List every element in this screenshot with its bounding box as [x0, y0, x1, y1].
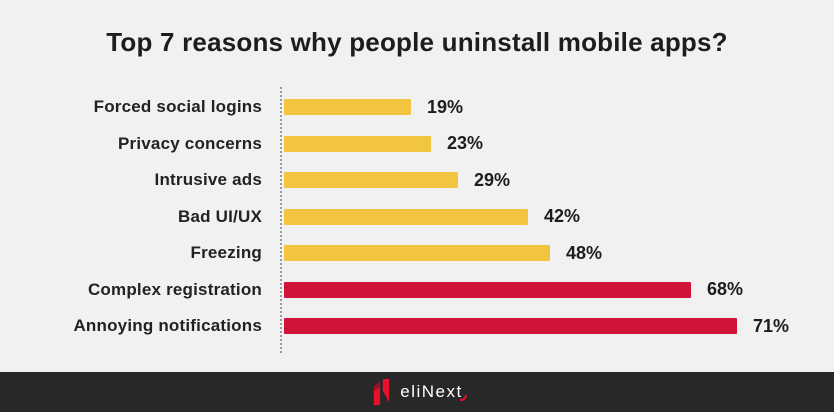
category-label: Bad UI/UX — [178, 206, 262, 226]
bar-track: 68% — [262, 279, 834, 300]
category-label: Annoying notifications — [73, 316, 262, 336]
bar-row: Privacy concerns 23% — [0, 126, 834, 163]
value-label: 19% — [427, 96, 464, 117]
elinext-logo-icon — [374, 378, 390, 405]
bar — [284, 208, 528, 225]
bar-row: Complex registration 68% — [0, 272, 834, 309]
bar-track: 19% — [262, 97, 834, 118]
bar-chart: Forced social logins 19% Privacy concern… — [0, 87, 834, 353]
value-label: 68% — [707, 279, 744, 300]
elinext-logo-text: eliNext — [400, 382, 467, 402]
footer-bar: eliNext — [0, 372, 834, 412]
bar-row: Intrusive ads 29% — [0, 162, 834, 199]
bar-row: Forced social logins 19% — [0, 89, 834, 126]
value-label: 48% — [566, 242, 603, 263]
bar-track: 71% — [262, 316, 834, 337]
chart-title: Top 7 reasons why people uninstall mobil… — [106, 27, 728, 57]
bar-row: Annoying notifications 71% — [0, 308, 834, 345]
bar — [284, 318, 737, 335]
category-label: Forced social logins — [93, 97, 262, 117]
value-label: 23% — [447, 133, 484, 154]
bar-track: 48% — [262, 243, 834, 264]
bar — [284, 281, 691, 298]
bar — [284, 245, 550, 262]
value-label: 71% — [753, 315, 790, 336]
logo-wordmark: eliNext — [400, 382, 463, 401]
bar-row: Bad UI/UX 42% — [0, 199, 834, 236]
bar — [284, 99, 411, 116]
bar-rows: Forced social logins 19% Privacy concern… — [0, 89, 834, 345]
bar-track: 23% — [262, 133, 834, 154]
category-label: Privacy concerns — [117, 133, 262, 153]
bar — [284, 172, 458, 189]
bar — [284, 135, 431, 152]
category-label: Intrusive ads — [154, 170, 262, 190]
category-label: Complex registration — [87, 279, 262, 299]
logo-t-tail-accent — [459, 395, 467, 401]
bar-row: Freezing 48% — [0, 235, 834, 272]
value-label: 29% — [474, 169, 511, 190]
value-label: 42% — [544, 206, 581, 227]
bar-track: 42% — [262, 206, 834, 227]
axis-baseline — [280, 87, 282, 353]
category-label: Freezing — [190, 243, 262, 263]
bar-track: 29% — [262, 170, 834, 191]
